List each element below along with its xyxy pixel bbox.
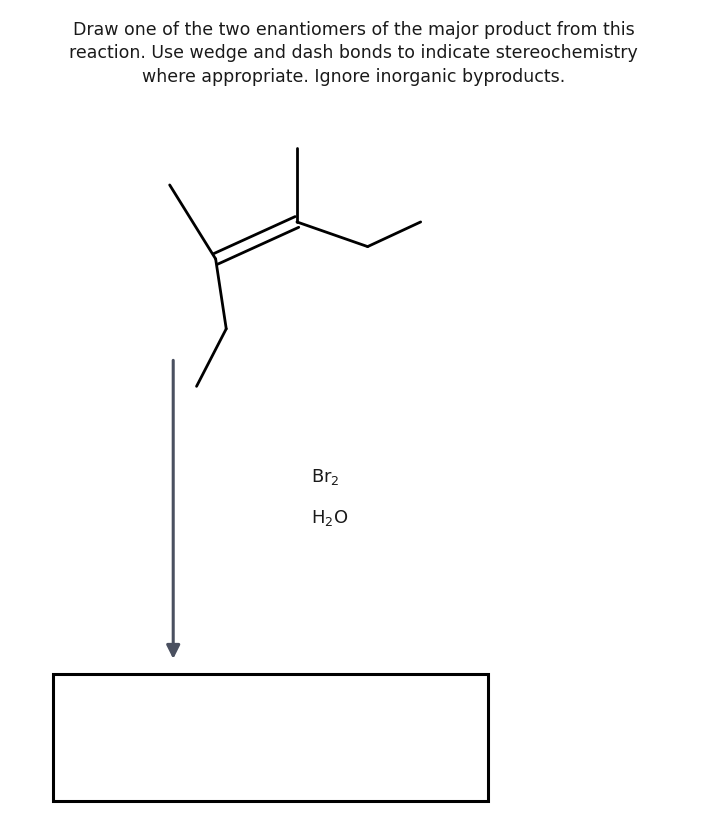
Text: Br$_2$: Br$_2$ — [311, 467, 340, 487]
Text: H$_2$O: H$_2$O — [311, 508, 349, 528]
Bar — [53, 674, 488, 801]
Text: Draw one of the two enantiomers of the major product from this
reaction. Use wed: Draw one of the two enantiomers of the m… — [69, 21, 638, 85]
